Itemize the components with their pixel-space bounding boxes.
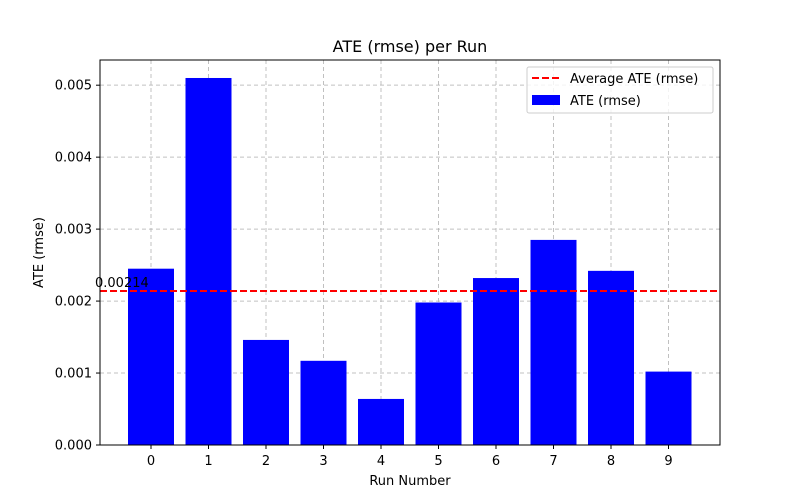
x-tick-label: 2 [262,454,270,469]
legend: Average ATE (rmse) ATE (rmse) [526,66,714,114]
legend-ate-swatch [532,95,560,105]
bar-run-3 [300,360,347,445]
legend-ate-label: ATE (rmse) [570,94,641,109]
bar-run-7 [530,239,577,445]
y-tick-label: 0.002 [55,295,92,310]
bar-run-0 [128,268,174,445]
x-tick-label: 9 [664,454,672,469]
y-tick-label: 0.005 [55,79,92,94]
x-tick-label: 3 [319,454,327,469]
bar-run-8 [588,270,634,445]
bar-run-2 [243,339,289,445]
x-tick-label: 0 [147,454,155,469]
bar-run-6 [473,278,519,445]
chart-title: ATE (rmse) per Run [333,37,488,56]
legend-box [526,66,714,114]
bar-run-4 [358,398,404,445]
x-tick-label: 5 [434,454,442,469]
y-tick-label: 0.004 [55,151,92,166]
bar-run-1 [185,77,232,445]
average-value-label: 0.00214 [95,276,149,291]
y-axis-ticks: 0.000 0.001 0.002 0.003 0.004 0.005 [55,79,100,454]
x-axis-ticks: 0 1 2 3 4 5 6 7 8 9 [147,445,673,469]
y-tick-label: 0.000 [55,439,92,454]
y-tick-label: 0.003 [55,223,92,238]
x-tick-label: 7 [549,454,557,469]
y-tick-label: 0.001 [55,367,92,382]
bar-run-5 [415,302,462,445]
x-tick-label: 8 [607,454,615,469]
x-tick-label: 4 [377,454,385,469]
bar-run-9 [645,371,692,445]
x-tick-label: 1 [204,454,212,469]
x-axis-label: Run Number [369,474,451,489]
average-line-group: 0.00214 [95,276,720,292]
x-tick-label: 6 [492,454,500,469]
legend-average-label: Average ATE (rmse) [570,72,698,87]
bars [128,77,692,445]
y-axis-label: ATE (rmse) [32,217,47,288]
plot-frame [99,59,721,446]
